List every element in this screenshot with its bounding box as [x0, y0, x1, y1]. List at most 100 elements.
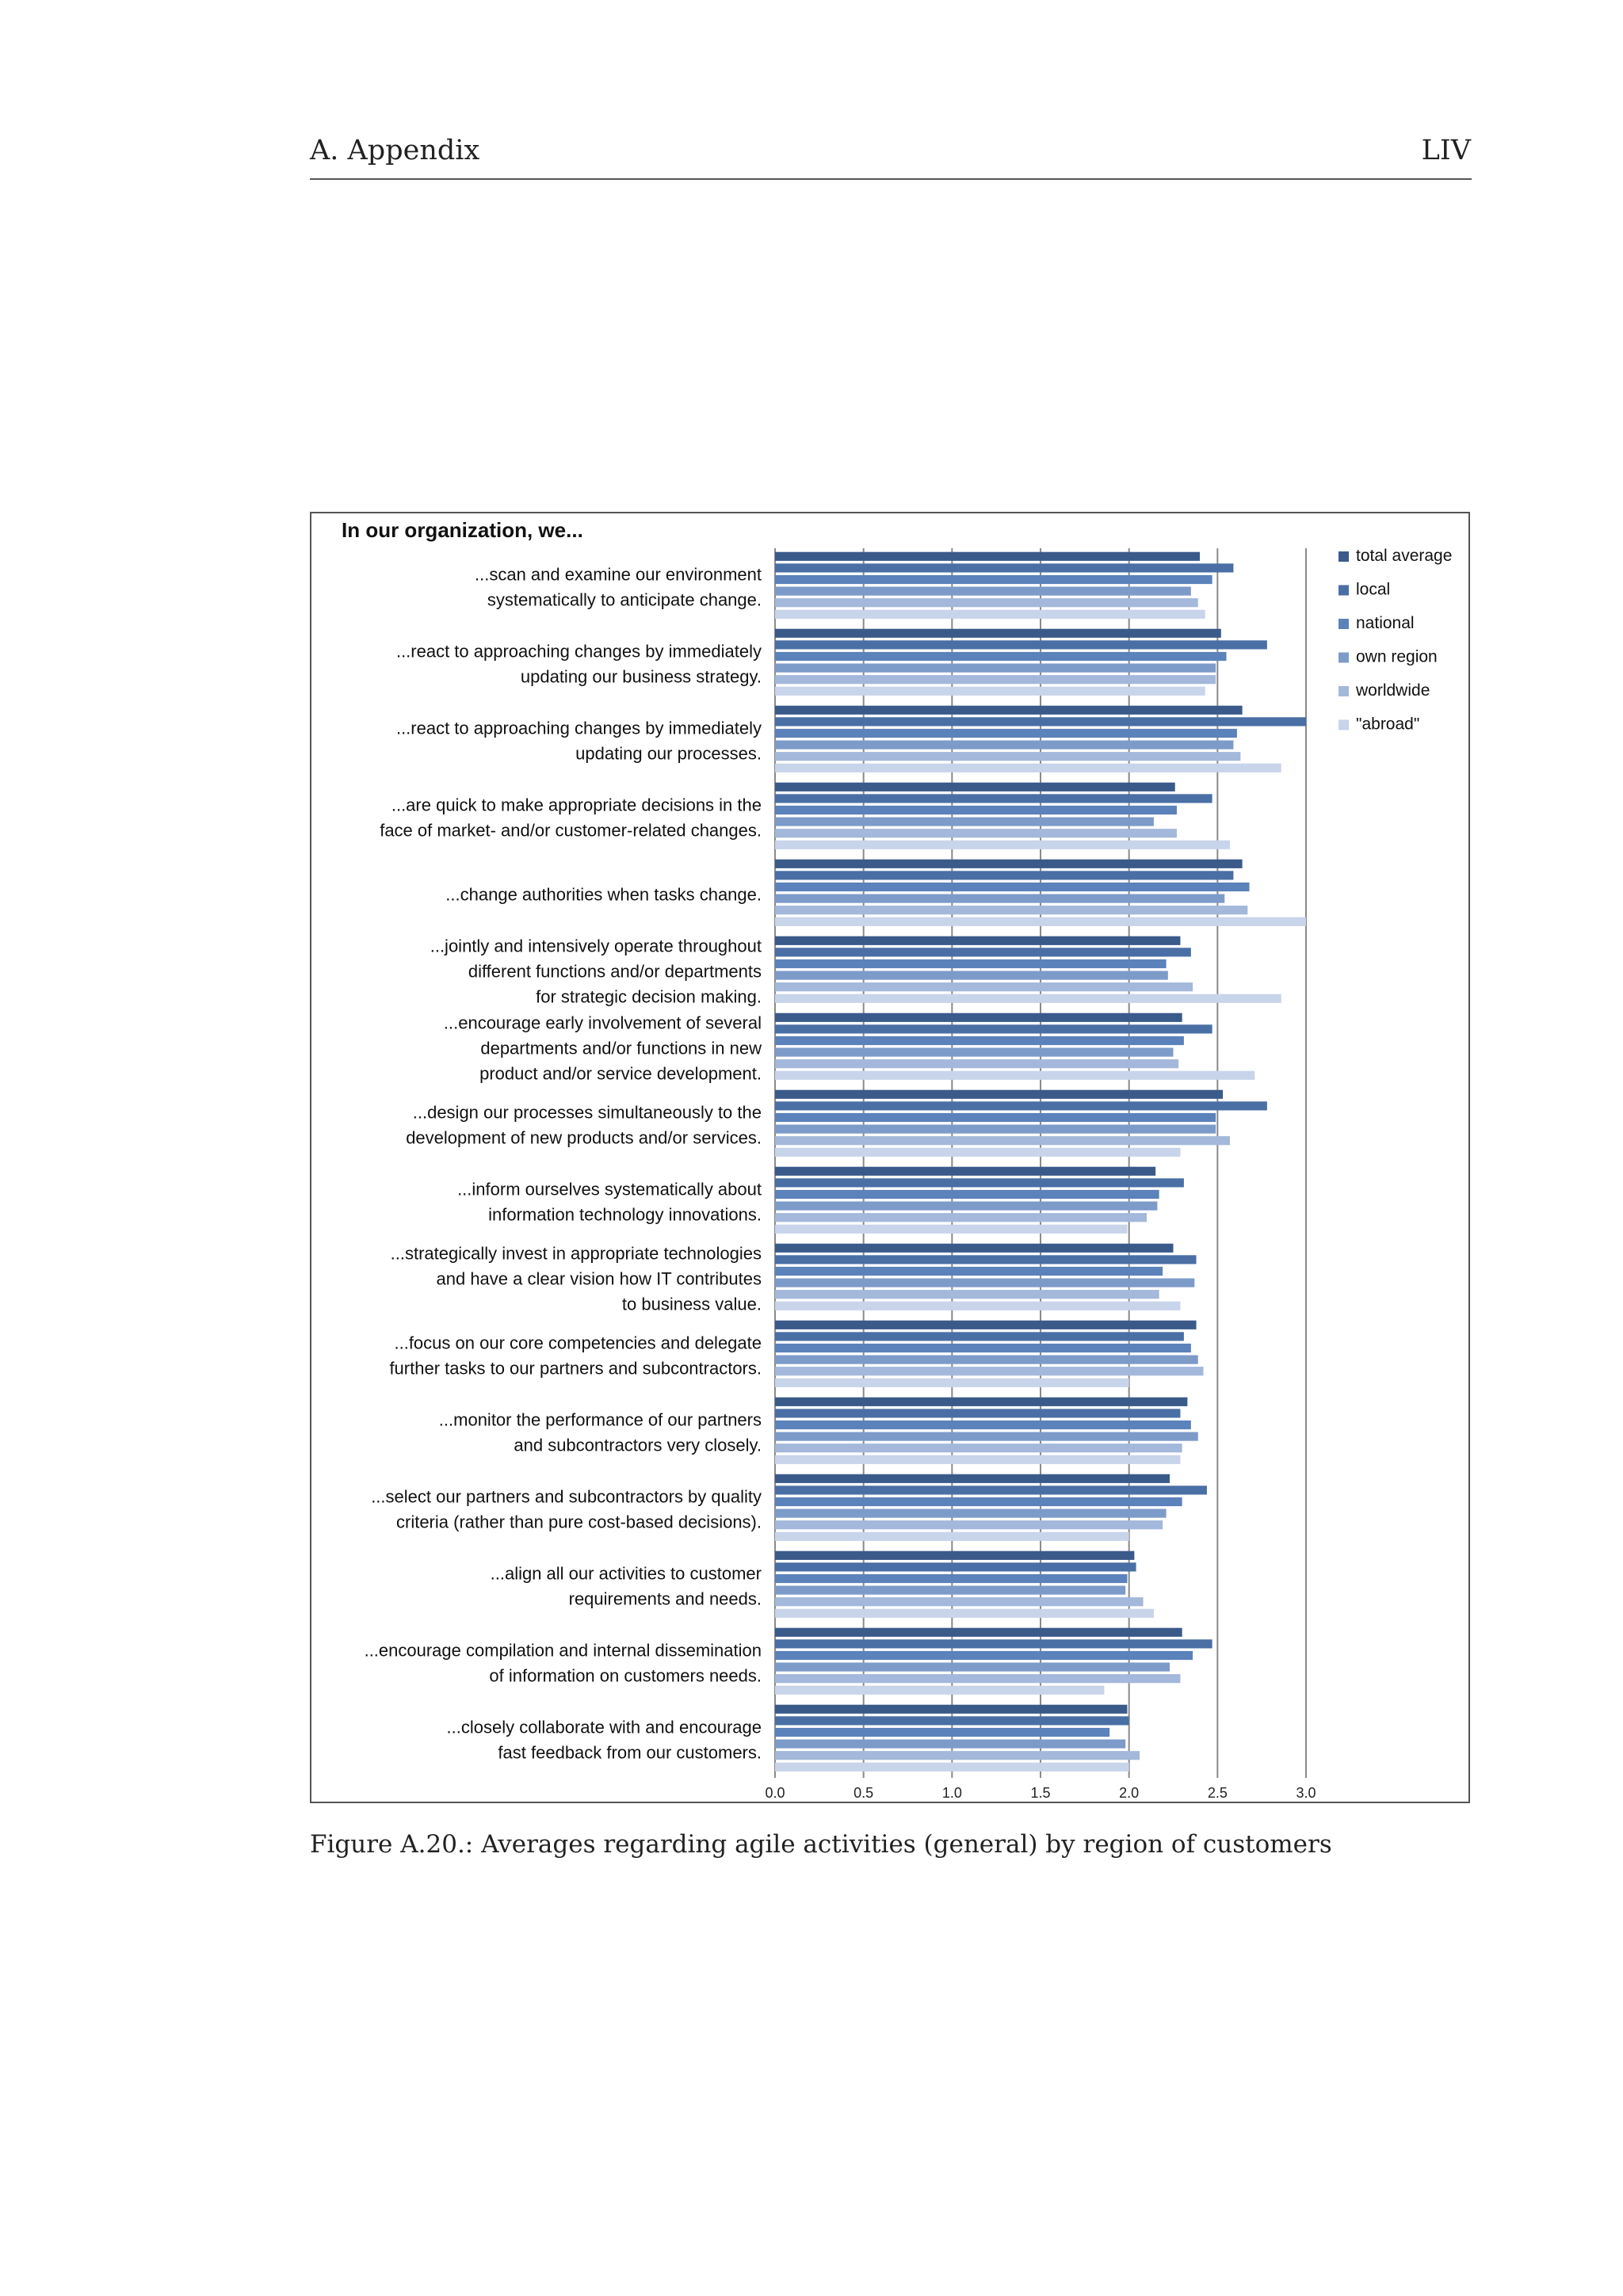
bar: [775, 1627, 1182, 1637]
legend-label: own region: [1356, 648, 1438, 666]
bar: [775, 1047, 1174, 1057]
legend-swatch: [1338, 686, 1349, 696]
bar: [775, 1508, 1167, 1518]
bar: [775, 1486, 1207, 1495]
bar: [775, 1024, 1212, 1034]
category-label: ...select our partners and subcontractor…: [371, 1487, 762, 1507]
chart-title: In our organization, we...: [342, 518, 583, 542]
category-label: ...scan and examine our environment: [475, 565, 762, 585]
bar: [775, 705, 1243, 715]
bar: [775, 1432, 1198, 1441]
category-label: ...inform ourselves systematically about: [457, 1180, 762, 1199]
bar: [775, 1147, 1181, 1157]
bar: [775, 1704, 1128, 1714]
bar: [775, 1178, 1184, 1188]
bar: [775, 663, 1216, 673]
bar: [775, 1716, 1129, 1726]
category-label: ...align all our activities to customer: [491, 1564, 762, 1584]
bar: [775, 859, 1243, 868]
category-label: ...focus on our core competencies and de…: [394, 1333, 762, 1353]
bar-chart: In our organization, we... 0.0 0.5 1.0 1.5 2.…: [342, 518, 1452, 1801]
category-label: ...encourage compilation and internal di…: [365, 1641, 762, 1661]
bar: [775, 586, 1191, 596]
page-header-section: A. Appendix: [310, 135, 480, 166]
legend-swatch: [1338, 551, 1349, 562]
legend-swatch: [1338, 619, 1349, 629]
category-label: ...encourage early involvement of severa…: [444, 1013, 762, 1033]
bar: [775, 1562, 1136, 1572]
bar: [775, 1531, 1129, 1541]
bar: [775, 1213, 1147, 1222]
bar: [775, 1444, 1182, 1453]
bar: [775, 1112, 1216, 1123]
bar: [775, 1101, 1267, 1111]
category-label: ...closely collaborate with and encourag…: [447, 1718, 762, 1737]
bar: [775, 686, 1205, 696]
bar: [775, 1378, 1129, 1387]
bar: [775, 752, 1241, 761]
bar: [775, 1397, 1188, 1406]
x-tick-label: 1.5: [1030, 1785, 1050, 1801]
figure-frame: In our organization, we... 0.0 0.5 1.0 1.5 2.…: [310, 512, 1470, 1803]
bar: [775, 551, 1200, 561]
category-label: ...react to approaching changes by immed…: [396, 642, 762, 662]
legend-swatch: [1338, 585, 1349, 596]
bar: [775, 1070, 1255, 1080]
bar: [775, 1685, 1105, 1695]
bar: [775, 1608, 1154, 1618]
bar: [775, 1255, 1197, 1264]
bar: [775, 1455, 1181, 1464]
bar: [775, 971, 1168, 980]
legend-label: total average: [1356, 547, 1452, 565]
bar: [775, 1751, 1140, 1760]
category-label: criteria (rather than pure cost-based de…: [396, 1512, 762, 1532]
category-label: development of new products and/or servi…: [406, 1128, 762, 1148]
bar: [775, 1420, 1191, 1430]
bar: [775, 763, 1281, 772]
bar: [775, 1278, 1195, 1287]
bar: [775, 598, 1198, 608]
bar: [775, 1189, 1159, 1199]
category-label: for strategic decision making.: [536, 987, 762, 1007]
category-label: to business value.: [622, 1295, 762, 1314]
x-tick-label: 2.5: [1208, 1785, 1228, 1801]
x-tick-label: 1.0: [942, 1785, 962, 1801]
category-label: updating our processes.: [575, 744, 762, 764]
bar: [775, 1674, 1181, 1684]
bar: [775, 1662, 1170, 1672]
bar: [775, 1497, 1182, 1507]
bar: [775, 717, 1306, 727]
bar: [775, 1224, 1128, 1234]
bar: [775, 936, 1181, 945]
bar: [775, 1166, 1156, 1176]
bar: [775, 840, 1230, 849]
bar: [775, 651, 1227, 662]
bar: [775, 1585, 1126, 1595]
bar: [775, 829, 1177, 838]
bar: [775, 917, 1306, 926]
bar: [775, 1550, 1135, 1560]
legend-swatch: [1338, 719, 1349, 730]
x-tick-label: 0.5: [854, 1785, 873, 1801]
bar: [775, 1201, 1158, 1211]
bar: [775, 1089, 1224, 1099]
bar: [775, 805, 1177, 815]
bar: [775, 1573, 1128, 1584]
category-label: further tasks to our partners and subcon…: [389, 1359, 762, 1379]
bar: [775, 871, 1234, 880]
category-label: information technology innovations.: [488, 1205, 762, 1225]
category-label: ...design our processes simultaneously t…: [413, 1103, 762, 1123]
bar: [775, 628, 1221, 638]
bar: [775, 906, 1248, 915]
bar: [775, 994, 1281, 1003]
bar: [775, 894, 1225, 903]
x-tick-label: 0.0: [765, 1785, 785, 1801]
category-label: fast feedback from our customers.: [498, 1743, 762, 1763]
bar: [775, 1124, 1216, 1134]
page-number: LIV: [1421, 135, 1471, 166]
bar: [775, 882, 1250, 892]
bar: [775, 1762, 1129, 1772]
legend-label: national: [1356, 614, 1415, 632]
bar: [775, 1520, 1163, 1530]
category-label: and have a clear vision how IT contribut…: [437, 1269, 762, 1289]
